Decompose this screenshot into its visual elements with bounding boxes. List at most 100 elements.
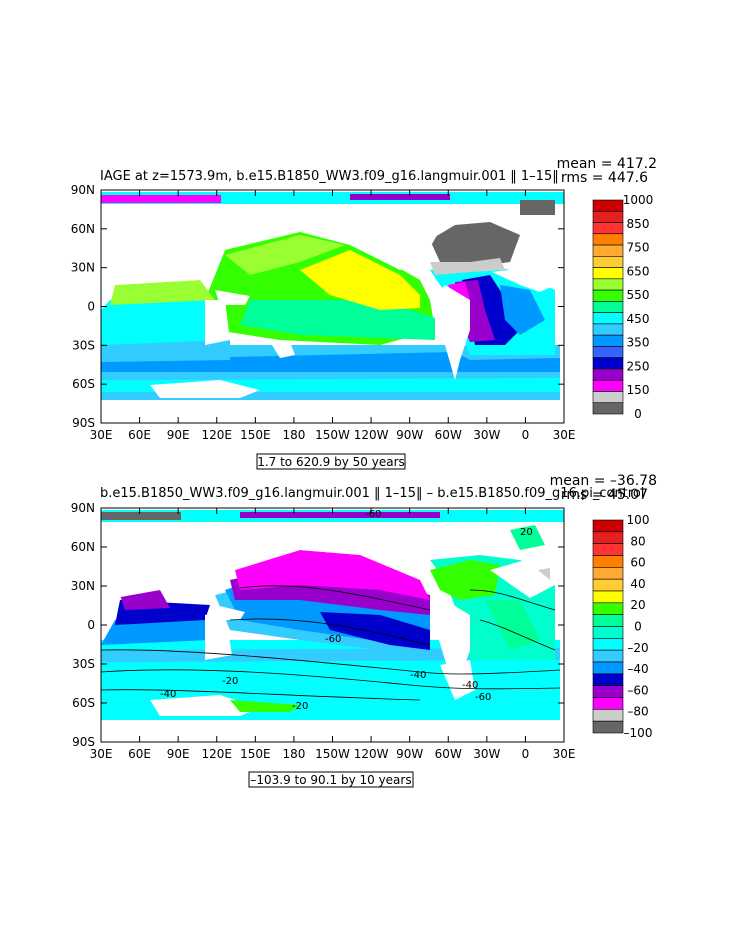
panel-2-contour-labels: -60 -40 -20 -20 -40 -40 -60 -60 20 — [160, 509, 533, 712]
legend-swatch — [592, 578, 624, 592]
panel-2: b.e15.B1850_WW3.f09_g16.langmuir.001 ‖ 1… — [71, 473, 657, 788]
contour-label: -40 — [462, 680, 478, 691]
legend-label: 60 — [630, 556, 645, 570]
legend-swatch — [592, 233, 624, 246]
panel-1: IAGE at z=1573.9m, b.e15.B1850_WW3.f09_g… — [71, 156, 657, 470]
lat-tick-label: 90N — [71, 501, 95, 515]
lat-tick-label: 30N — [71, 579, 95, 593]
legend-swatch — [592, 222, 624, 235]
panel-1-legend: 1000 850 750 650 550 450 350 250 150 0 — [592, 193, 654, 421]
legend-label: –40 — [627, 662, 648, 676]
lon-tick-label: 30W — [473, 747, 500, 761]
lon-tick-label: 90E — [167, 747, 190, 761]
legend-label: 750 — [627, 241, 650, 255]
legend-swatch — [592, 334, 624, 347]
legend-swatch — [592, 626, 624, 639]
legend-label: 250 — [627, 359, 650, 373]
legend-label: 20 — [630, 598, 645, 612]
legend-label: 0 — [634, 620, 642, 634]
legend-swatch — [592, 278, 624, 291]
legend-label: 1000 — [623, 193, 654, 207]
lon-tick-label: 0 — [522, 747, 530, 761]
legend-swatch — [592, 368, 624, 381]
contour-label: -60 — [475, 692, 491, 703]
legend-swatch — [592, 531, 624, 544]
contour-label: -20 — [222, 676, 238, 687]
lon-tick-label: 30E — [553, 428, 576, 442]
legend-swatch — [592, 661, 624, 675]
legend-swatch — [592, 555, 624, 568]
legend-swatch — [592, 543, 624, 556]
legend-swatch — [592, 312, 624, 325]
lon-tick-label: 30E — [90, 428, 113, 442]
contour-label: -60 — [365, 509, 381, 520]
lon-tick-label: 60W — [435, 428, 462, 442]
legend-swatch — [592, 357, 624, 370]
lat-tick-label: 60S — [72, 377, 95, 391]
legend-swatch — [592, 519, 624, 533]
legend-label: 850 — [627, 217, 650, 231]
legend-swatch — [592, 685, 624, 698]
lon-tick-label: 120W — [354, 747, 389, 761]
lon-tick-label: 150W — [315, 428, 350, 442]
panel-2-rms: rms = 45.07 — [561, 487, 648, 503]
legend-label: –80 — [627, 705, 648, 719]
lat-tick-label: 60N — [71, 540, 95, 554]
lon-tick-label: 30E — [90, 747, 113, 761]
lon-tick-label: 120E — [202, 428, 233, 442]
legend-swatch — [592, 697, 624, 710]
legend-swatch — [592, 649, 624, 663]
legend-swatch — [592, 289, 624, 302]
legend-swatch — [592, 244, 624, 257]
lat-tick-label: 90S — [72, 735, 95, 749]
panel-2-mean: mean = –36.78 — [550, 473, 657, 489]
lon-tick-label: 150W — [315, 747, 350, 761]
legend-swatch — [592, 323, 624, 336]
lon-tick-label: 30E — [553, 747, 576, 761]
legend-label: 450 — [627, 312, 650, 326]
lat-tick-label: 90N — [71, 183, 95, 197]
lon-tick-label: 90W — [396, 428, 423, 442]
legend-swatch — [592, 402, 624, 415]
legend-label: –60 — [627, 683, 648, 697]
lon-tick-label: 120W — [354, 428, 389, 442]
lon-tick-label: 180 — [282, 747, 305, 761]
legend-swatch — [592, 638, 624, 651]
lon-tick-label: 90W — [396, 747, 423, 761]
panel-1-title: IAGE at z=1573.9m, b.e15.B1850_WW3.f09_g… — [100, 169, 559, 184]
legend-label: 150 — [627, 383, 650, 397]
contour-label: -20 — [292, 701, 308, 712]
contour-label: 20 — [520, 527, 533, 538]
legend-label: 80 — [630, 534, 645, 548]
lat-tick-label: 30S — [72, 338, 95, 352]
lat-tick-label: 60N — [71, 222, 95, 236]
lon-tick-label: 180 — [282, 428, 305, 442]
legend-label: 0 — [634, 407, 642, 421]
lon-tick-label: 150E — [240, 747, 271, 761]
legend-swatch — [592, 567, 624, 580]
legend-swatch — [592, 391, 624, 404]
legend-label: 40 — [630, 577, 645, 591]
legend-swatch — [592, 256, 624, 268]
legend-swatch — [592, 709, 624, 722]
legend-swatch — [592, 379, 624, 392]
legend-label: 100 — [627, 513, 650, 527]
legend-label: –100 — [624, 726, 653, 740]
legend-swatch — [592, 346, 624, 358]
legend-swatch — [592, 673, 624, 686]
legend-swatch — [592, 301, 624, 313]
panel-2-title: b.e15.B1850_WW3.f09_g16.langmuir.001 ‖ 1… — [100, 486, 644, 501]
legend-label: 550 — [627, 288, 650, 302]
panel-2-range-label: –103.9 to 90.1 by 10 years — [250, 773, 411, 787]
contour-label: -60 — [325, 634, 341, 645]
legend-label: 650 — [627, 264, 650, 278]
lon-tick-label: 60W — [435, 747, 462, 761]
legend-swatch — [592, 199, 624, 212]
panel-1-mean: mean = 417.2 — [557, 156, 657, 172]
contour-label: -40 — [410, 670, 426, 681]
legend-swatch — [592, 267, 624, 280]
legend-swatch — [592, 590, 624, 604]
lon-tick-label: 90E — [167, 428, 190, 442]
